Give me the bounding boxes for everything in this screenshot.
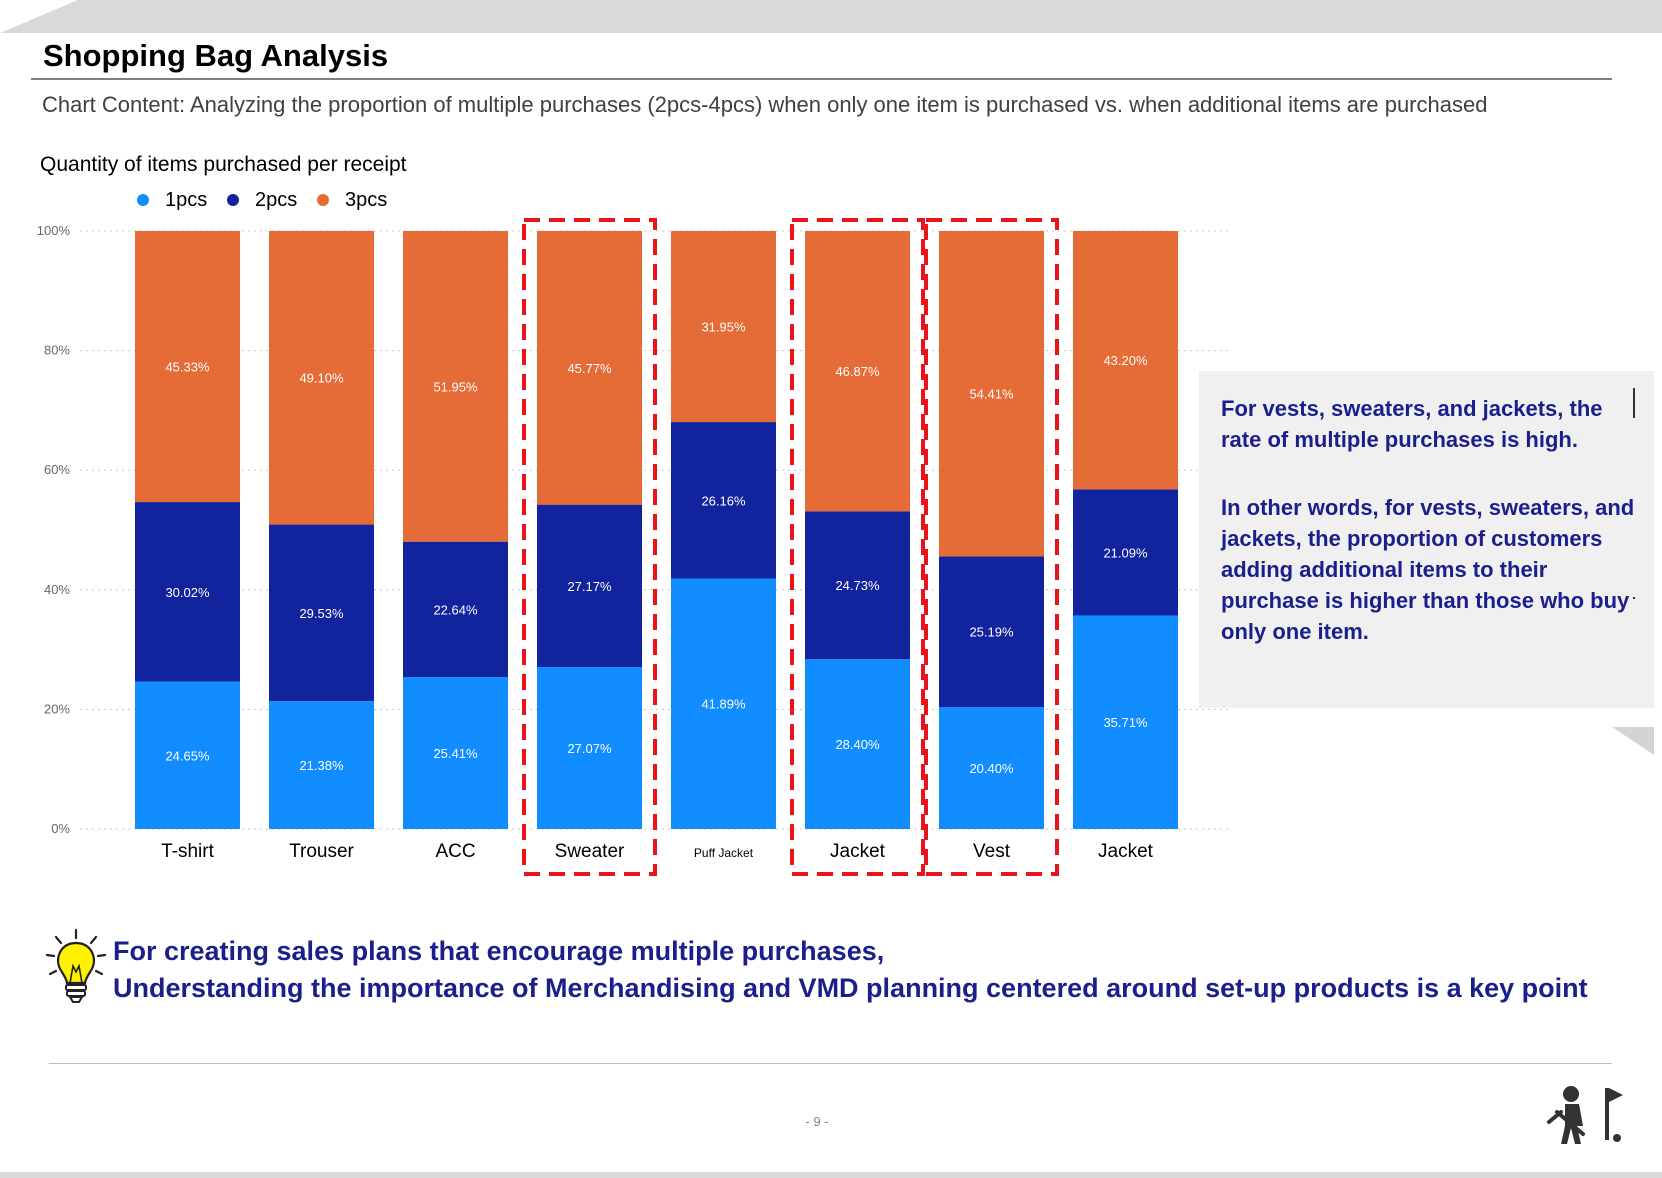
- data-label: 27.17%: [567, 579, 612, 594]
- callout-text: For vests, sweaters, and jackets, the ra…: [1221, 393, 1636, 684]
- golfer-logo-icon: [1547, 1086, 1623, 1144]
- bar-segment-3pcs: [537, 230, 642, 505]
- x-tick-label: ACC: [435, 841, 475, 862]
- data-label: 22.64%: [433, 602, 478, 617]
- bar-segment-1pcs: [403, 677, 508, 829]
- x-tick-label: T-shirt: [161, 841, 215, 862]
- chart-bars: [135, 230, 1178, 829]
- chart-legend: 1pcs 2pcs 3pcs: [137, 189, 387, 211]
- bar-segment-1pcs: [537, 667, 642, 829]
- bar-segment-1pcs: [939, 707, 1044, 829]
- bar-segment-3pcs: [269, 230, 374, 525]
- page-title: Shopping Bag Analysis: [43, 38, 389, 73]
- highlight-box: [924, 218, 1059, 876]
- conclusion-line-1: For creating sales plans that encourage …: [113, 936, 885, 966]
- highlight-box: [522, 218, 657, 876]
- bar-segment-3pcs: [939, 231, 1044, 557]
- stacked-bar-chart: 24.65% 30.02% 45.33% 21.38% 29.53% 49.10% 25.4…: [37, 153, 1230, 876]
- legend-label: 3pcs: [345, 189, 387, 211]
- bottom-strip: [0, 1172, 1662, 1178]
- conclusion-line-2: Understanding the importance of Merchand…: [113, 973, 1588, 1003]
- callout-edge-dot: [1633, 597, 1635, 599]
- bar-segment-2pcs: [939, 556, 1044, 708]
- page-number: - 9 -: [805, 1114, 829, 1129]
- bar-segment-2pcs: [135, 502, 240, 682]
- data-label: 51.95%: [433, 379, 478, 394]
- x-tick-label: Trouser: [289, 841, 354, 862]
- x-tick-label: Vest: [973, 841, 1011, 862]
- data-label: 31.95%: [701, 320, 746, 335]
- bar-segment-2pcs: [403, 541, 508, 678]
- chart-title: Quantity of items purchased per receipt: [40, 153, 407, 176]
- data-label: 21.38%: [299, 758, 344, 773]
- data-label: 35.71%: [1103, 715, 1148, 730]
- bar-segment-1pcs: [135, 681, 240, 829]
- bar-segment-3pcs: [671, 231, 776, 423]
- y-tick-label: 80%: [44, 343, 70, 358]
- data-label: 49.10%: [299, 371, 344, 386]
- callout-line-1: For vests, sweaters, and jackets, the ra…: [1221, 396, 1603, 452]
- bar-segment-1pcs: [269, 701, 374, 829]
- y-tick-label: 60%: [44, 462, 70, 477]
- chart-data-labels: 24.65% 30.02% 45.33% 21.38% 29.53% 49.10% 25.4…: [165, 320, 1148, 776]
- bar-segment-3pcs: [805, 231, 910, 512]
- conclusion-text: For creating sales plans that encourage …: [113, 933, 1588, 1007]
- data-label: 41.89%: [701, 697, 746, 712]
- title-divider: [31, 78, 1612, 80]
- chart-description: Chart Content: Analyzing the proportion …: [42, 92, 1488, 117]
- data-label: 27.07%: [567, 741, 612, 756]
- data-label: 25.41%: [433, 746, 478, 761]
- data-label: 45.33%: [165, 360, 210, 375]
- legend-marker: [227, 194, 239, 206]
- data-label: 45.77%: [567, 361, 612, 376]
- x-tick-label: Puff Jacket: [694, 846, 754, 860]
- data-label: 54.41%: [969, 387, 1014, 402]
- data-label: 26.16%: [701, 493, 746, 508]
- bar-segment-1pcs: [671, 578, 776, 829]
- bar-segment-2pcs: [1073, 489, 1178, 616]
- x-tick-label: Jacket: [1098, 841, 1154, 862]
- legend-marker: [317, 194, 329, 206]
- y-tick-label: 40%: [44, 582, 70, 597]
- highlight-box: [790, 218, 925, 876]
- y-tick-label: 20%: [44, 701, 70, 716]
- legend-label: 2pcs: [255, 189, 297, 211]
- bar-segment-1pcs: [1073, 615, 1178, 829]
- bar-segment-3pcs: [1073, 231, 1178, 490]
- legend-marker: [137, 194, 149, 206]
- top-banner-notch: [0, 0, 78, 33]
- y-tick-label: 100%: [37, 223, 71, 238]
- callout-line-2: In other words, for vests, sweaters, and…: [1221, 495, 1635, 644]
- callout-edge-mark: [1633, 388, 1635, 418]
- bar-segment-2pcs: [269, 524, 374, 702]
- callout-pointer: [1612, 727, 1654, 755]
- chart-highlight-boxes: [522, 218, 1059, 876]
- y-tick-label: 0%: [51, 821, 70, 836]
- bar-segment-2pcs: [805, 511, 910, 660]
- footer-divider: [49, 1063, 1612, 1064]
- data-label: 24.73%: [835, 578, 880, 593]
- x-tick-label: Jacket: [830, 841, 886, 862]
- data-label: 46.87%: [835, 364, 880, 379]
- data-label: 29.53%: [299, 606, 344, 621]
- data-label: 28.40%: [835, 737, 880, 752]
- bar-segment-3pcs: [135, 231, 240, 503]
- top-banner: [0, 0, 1662, 33]
- bar-segment-1pcs: [805, 659, 910, 829]
- data-label: 25.19%: [969, 625, 1014, 640]
- lightbulb-icon: [45, 928, 107, 1003]
- data-label: 30.02%: [165, 585, 210, 600]
- bar-segment-3pcs: [403, 231, 508, 542]
- x-tick-label: Sweater: [555, 841, 625, 862]
- bar-segment-2pcs: [537, 504, 642, 668]
- data-label: 43.20%: [1103, 353, 1148, 368]
- data-label: 21.09%: [1103, 545, 1148, 560]
- data-label: 20.40%: [969, 761, 1014, 776]
- insight-callout: For vests, sweaters, and jackets, the ra…: [1199, 371, 1654, 708]
- legend-label: 1pcs: [165, 189, 207, 211]
- bar-segment-2pcs: [671, 422, 776, 579]
- data-label: 24.65%: [165, 748, 210, 763]
- chart-axes: 0% 20% 40% 60% 80% 100% T-shirt Trouser ACC Sweat…: [37, 223, 1154, 862]
